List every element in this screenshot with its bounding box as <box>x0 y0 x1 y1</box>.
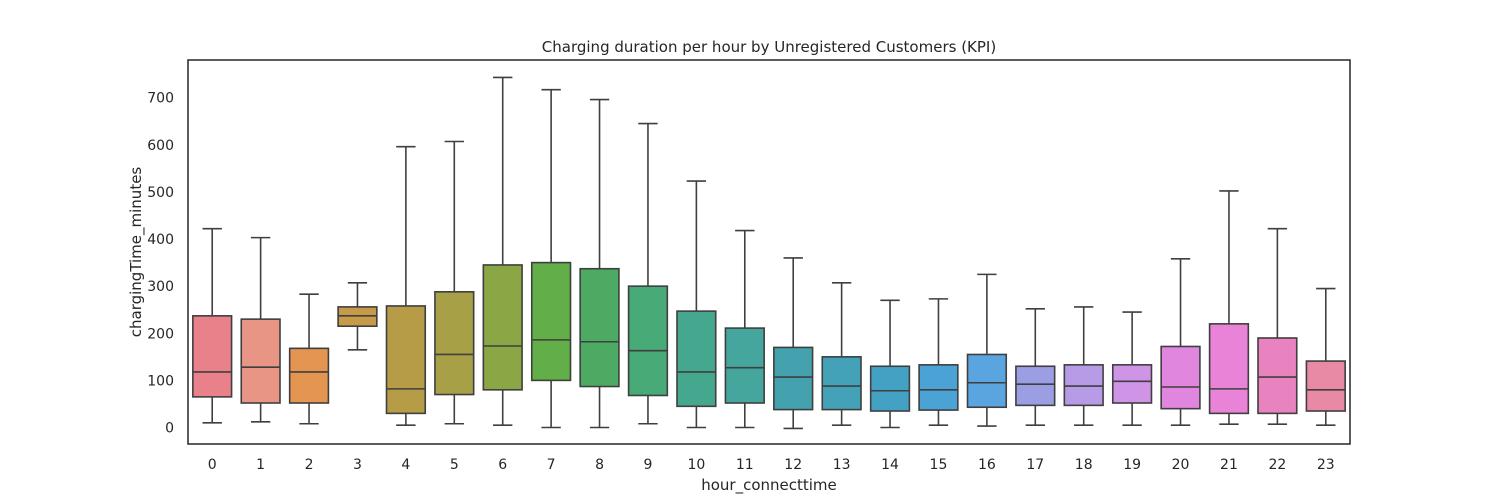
box-13 <box>821 282 862 426</box>
x-tick-label: 13 <box>833 457 851 473</box>
box-body <box>724 327 765 404</box>
box-body <box>1305 360 1346 412</box>
y-tick-label: 300 <box>147 279 174 295</box>
box-body <box>676 310 717 408</box>
x-tick-label: 16 <box>978 457 996 473</box>
box-body <box>192 315 233 398</box>
box-body <box>434 291 475 396</box>
box-body <box>288 347 330 404</box>
x-tick-label: 7 <box>547 457 556 473</box>
box-3 <box>337 282 378 351</box>
plot-area <box>192 76 1346 430</box>
y-tick-label: 0 <box>165 421 174 437</box>
x-tick-label: 9 <box>643 457 652 473</box>
box-body <box>966 353 1008 409</box>
box-body <box>1257 337 1298 415</box>
box-body <box>1111 364 1153 404</box>
x-tick-label: 6 <box>498 457 507 473</box>
box-body <box>482 264 523 391</box>
box-18 <box>1063 306 1104 426</box>
box-15 <box>918 298 959 426</box>
y-tick-label: 100 <box>147 373 174 389</box>
box-19 <box>1111 311 1153 426</box>
box-10 <box>676 180 717 429</box>
box-body <box>1063 364 1104 407</box>
box-body <box>1208 323 1250 415</box>
x-tick-label: 15 <box>930 457 948 473</box>
box-body <box>385 305 427 415</box>
box-9 <box>627 122 669 425</box>
box-body <box>627 285 669 397</box>
box-body <box>579 267 620 388</box>
box-body <box>1015 365 1056 407</box>
box-body <box>821 356 862 411</box>
box-23 <box>1305 287 1346 426</box>
box-16 <box>966 273 1008 427</box>
box-0 <box>192 227 233 424</box>
box-body <box>869 365 911 412</box>
box-8 <box>579 98 620 429</box>
y-tick-label: 500 <box>147 185 174 201</box>
box-12 <box>773 257 814 430</box>
box-4 <box>385 145 427 426</box>
x-tick-label: 21 <box>1220 457 1238 473</box>
box-body <box>773 346 814 411</box>
box-21 <box>1208 190 1250 426</box>
box-11 <box>724 229 765 429</box>
box-2 <box>288 293 330 425</box>
x-tick-label: 17 <box>1026 457 1044 473</box>
x-tick-label: 3 <box>353 457 362 473</box>
x-tick-label: 4 <box>401 457 410 473</box>
box-6 <box>482 76 523 426</box>
box-body <box>918 364 959 411</box>
x-tick-label: 1 <box>256 457 265 473</box>
y-tick-label: 200 <box>147 326 174 342</box>
box-1 <box>240 236 281 423</box>
box-5 <box>434 140 475 425</box>
y-tick-label: 400 <box>147 232 174 248</box>
x-tick-label: 19 <box>1123 457 1141 473</box>
chart-title: Charging duration per hour by Unregister… <box>542 38 996 56</box>
x-tick-label: 5 <box>450 457 459 473</box>
y-tick-label: 600 <box>147 138 174 154</box>
x-tick-label: 12 <box>784 457 802 473</box>
x-axis-label: hour_connecttime <box>701 476 837 495</box>
box-22 <box>1257 227 1298 426</box>
x-tick-label: 11 <box>736 457 754 473</box>
x-tick-labels: 0 1 2 3 4 5 6 7 8 9 10 11 12 13 14 15 16 17 18 19 20 21 22 23 <box>208 457 1335 473</box>
x-tick-label: 18 <box>1075 457 1093 473</box>
y-axis-label: chargingTime_minutes <box>127 167 146 338</box>
x-tick-label: 20 <box>1172 457 1190 473</box>
y-tick-labels: 0 100 200 300 400 500 600 700 <box>147 91 174 437</box>
x-tick-label: 2 <box>305 457 314 473</box>
x-tick-label: 22 <box>1268 457 1286 473</box>
box-body <box>240 318 281 404</box>
box-body <box>1160 345 1201 410</box>
box-14 <box>869 299 911 429</box>
x-tick-label: 14 <box>881 457 899 473</box>
x-tick-label: 0 <box>208 457 217 473</box>
x-tick-label: 23 <box>1317 457 1335 473</box>
plot-frame <box>187 59 1351 445</box>
y-tick-label: 700 <box>147 91 174 107</box>
box-7 <box>530 88 572 429</box>
box-17 <box>1015 307 1056 426</box>
x-tick-label: 8 <box>595 457 604 473</box>
box-body <box>530 261 572 382</box>
box-20 <box>1160 258 1201 426</box>
x-tick-label: 10 <box>687 457 705 473</box>
